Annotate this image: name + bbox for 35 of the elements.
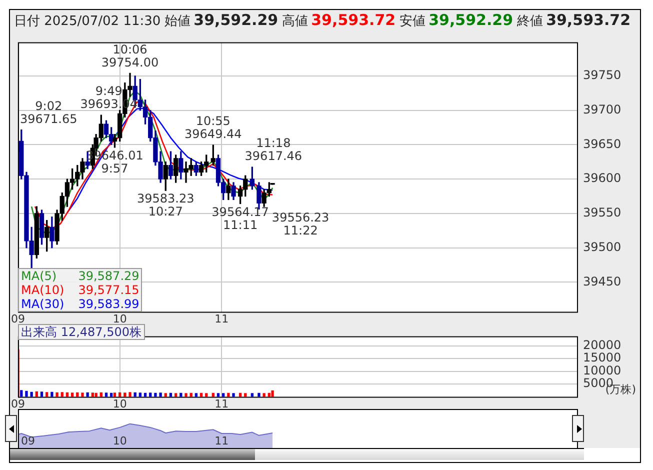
x-tick-label: 11 [214, 312, 229, 326]
y-tick-label: 20000 [583, 338, 622, 352]
text: MA(10) 39,577.15 [21, 283, 140, 297]
y-tick-label: 39600 [583, 171, 622, 186]
annotation: 39583.23 10:27 [137, 192, 194, 219]
x-tick-label: 10 [112, 397, 127, 410]
chart-title: 出来高 12,487,500株 [18, 324, 145, 340]
y-tick-label: 39450 [583, 274, 622, 288]
text: MA(5) 39,587.29 [21, 269, 140, 283]
text: 始値 39,592.29 [164, 11, 278, 29]
text: 安値 39,592.29 [400, 11, 514, 29]
y-tick-label: 39750 [583, 68, 622, 82]
annotation: 39556.23 11:22 [272, 210, 330, 238]
x-tick-label: 10 [112, 434, 127, 448]
annotation: 9:02 39671.65 [20, 98, 78, 126]
annotation: 39564.17 11:11 [212, 204, 269, 232]
x-tick-label: 09 [11, 397, 25, 410]
y-tick-label: 39650 [583, 136, 622, 151]
text: MA(30) 39,583.99 [21, 297, 140, 311]
x-tick-label: 09 [21, 434, 35, 448]
text: 終値 39,593.72 [517, 11, 631, 29]
y-tick-label: 39500 [583, 240, 622, 254]
y-tick-label: 39550 [583, 206, 622, 220]
annotation: 11:18 39617.46 [244, 136, 302, 164]
x-tick-label: 11 [214, 397, 229, 410]
annotation: 10:55 39649.44 [184, 114, 242, 142]
y-tick-label: 39700 [583, 102, 622, 116]
x-tick-label: 09 [11, 312, 25, 326]
y-tick-label: 10000 [583, 363, 622, 378]
x-tick-label: 11 [214, 434, 229, 448]
chart-title: 日付 2025/07/02 11:30 [14, 14, 161, 29]
text: 高値 39,593.72 [282, 11, 396, 29]
annotation: 10:06 39754.00 [101, 42, 159, 70]
y-tick-label: 15000 [583, 350, 622, 365]
x-tick-label: 10 [112, 312, 127, 326]
